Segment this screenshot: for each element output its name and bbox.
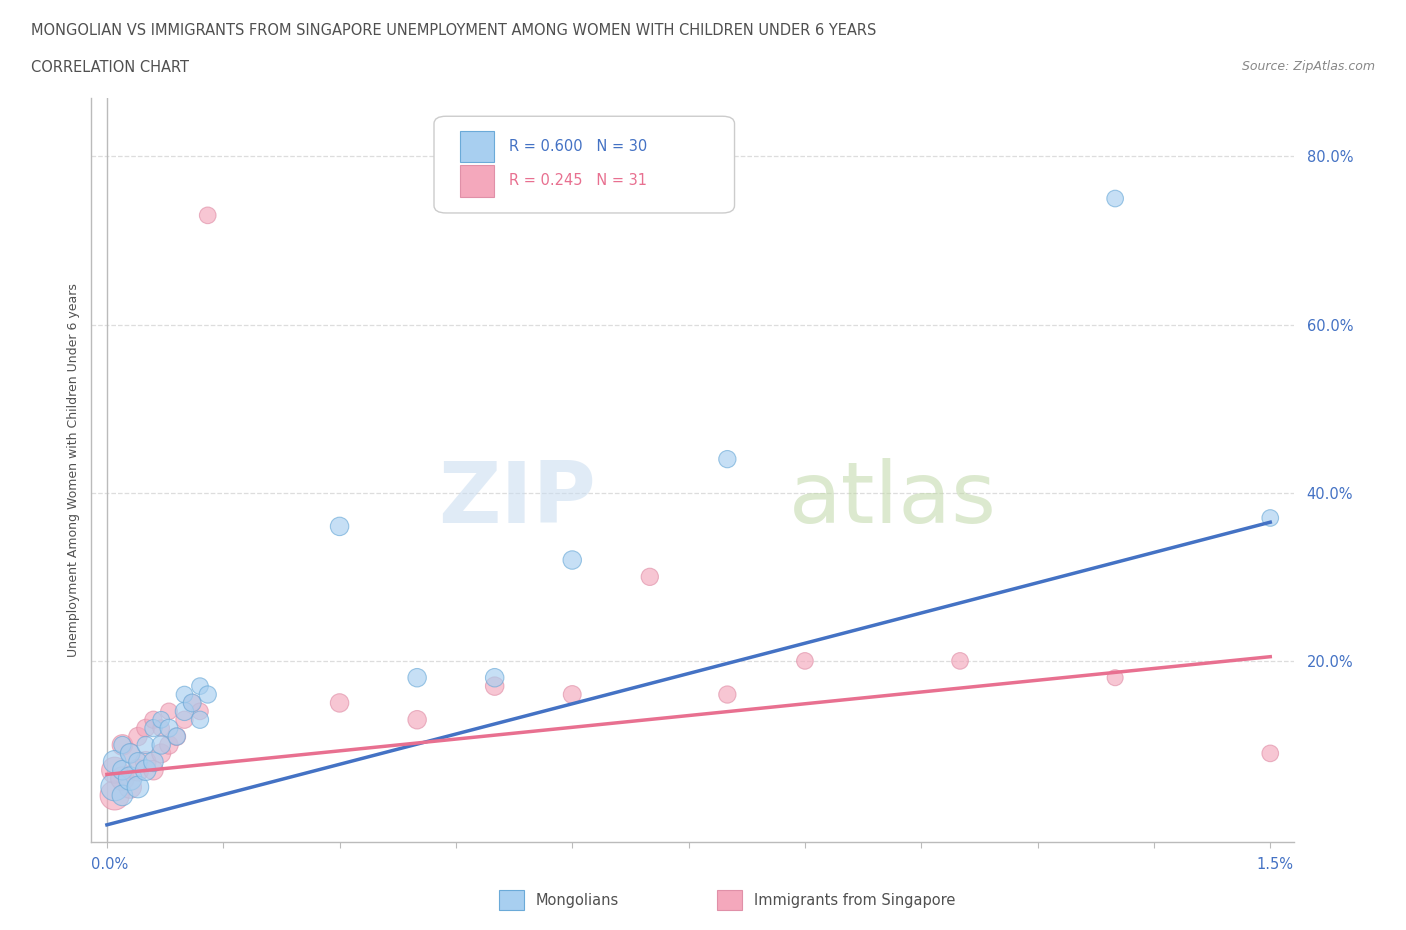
Point [197, 687, 219, 702]
Point [120, 746, 142, 761]
Point [104, 763, 127, 777]
Text: 1.5%: 1.5% [1257, 857, 1294, 872]
Text: Source: ZipAtlas.com: Source: ZipAtlas.com [1241, 60, 1375, 73]
Point [181, 696, 204, 711]
Point [406, 671, 429, 685]
Point [127, 763, 149, 777]
Point [716, 687, 738, 702]
Point [157, 737, 180, 752]
Text: MONGOLIAN VS IMMIGRANTS FROM SINGAPORE UNEMPLOYMENT AMONG WOMEN WITH CHILDREN UN: MONGOLIAN VS IMMIGRANTS FROM SINGAPORE U… [31, 23, 876, 38]
Text: 0.0%: 0.0% [91, 857, 128, 872]
Point [135, 737, 157, 752]
Point [1104, 191, 1126, 206]
Point [127, 779, 149, 794]
Point [181, 696, 204, 711]
Point [142, 721, 165, 736]
Point [166, 729, 188, 744]
Point [142, 712, 165, 727]
Point [173, 704, 195, 719]
Point [638, 569, 661, 584]
Point [197, 208, 219, 223]
Point [406, 712, 429, 727]
Point [1104, 671, 1126, 685]
Y-axis label: Unemployment Among Women with Children Under 6 years: Unemployment Among Women with Children U… [67, 283, 80, 657]
Point [329, 696, 352, 711]
Point [111, 788, 134, 803]
Point [142, 754, 165, 769]
Point [150, 712, 173, 727]
Point [793, 654, 815, 669]
Point [166, 729, 188, 744]
Point [150, 737, 173, 752]
Point [120, 779, 142, 794]
Point [484, 671, 506, 685]
Point [188, 712, 211, 727]
Point [120, 771, 142, 786]
Point [949, 654, 972, 669]
Point [188, 704, 211, 719]
Point [173, 712, 195, 727]
Point [111, 737, 134, 752]
Text: Mongolians: Mongolians [536, 893, 619, 908]
Text: CORRELATION CHART: CORRELATION CHART [31, 60, 188, 75]
Bar [460, 166, 494, 196]
Point [142, 763, 165, 777]
Point [135, 721, 157, 736]
Point [150, 746, 173, 761]
Point [1258, 746, 1281, 761]
Point [120, 746, 142, 761]
Text: ZIP: ZIP [439, 458, 596, 541]
Point [135, 763, 157, 777]
Point [111, 763, 134, 777]
Point [135, 754, 157, 769]
Point [104, 788, 127, 803]
Point [484, 679, 506, 694]
Point [157, 704, 180, 719]
Point [173, 687, 195, 702]
Point [104, 754, 127, 769]
Text: R = 0.600   N = 30: R = 0.600 N = 30 [509, 140, 647, 154]
Point [716, 452, 738, 467]
Point [111, 737, 134, 752]
Point [157, 721, 180, 736]
Point [188, 679, 211, 694]
Text: R = 0.245   N = 31: R = 0.245 N = 31 [509, 174, 647, 189]
Point [561, 552, 583, 567]
FancyBboxPatch shape [434, 116, 734, 213]
Bar [460, 131, 494, 163]
Point [127, 729, 149, 744]
Point [561, 687, 583, 702]
Point [329, 519, 352, 534]
Point [1258, 511, 1281, 525]
Text: Immigrants from Singapore: Immigrants from Singapore [754, 893, 955, 908]
Point [111, 771, 134, 786]
Point [127, 754, 149, 769]
Text: atlas: atlas [789, 458, 997, 541]
Point [150, 721, 173, 736]
Point [104, 779, 127, 794]
